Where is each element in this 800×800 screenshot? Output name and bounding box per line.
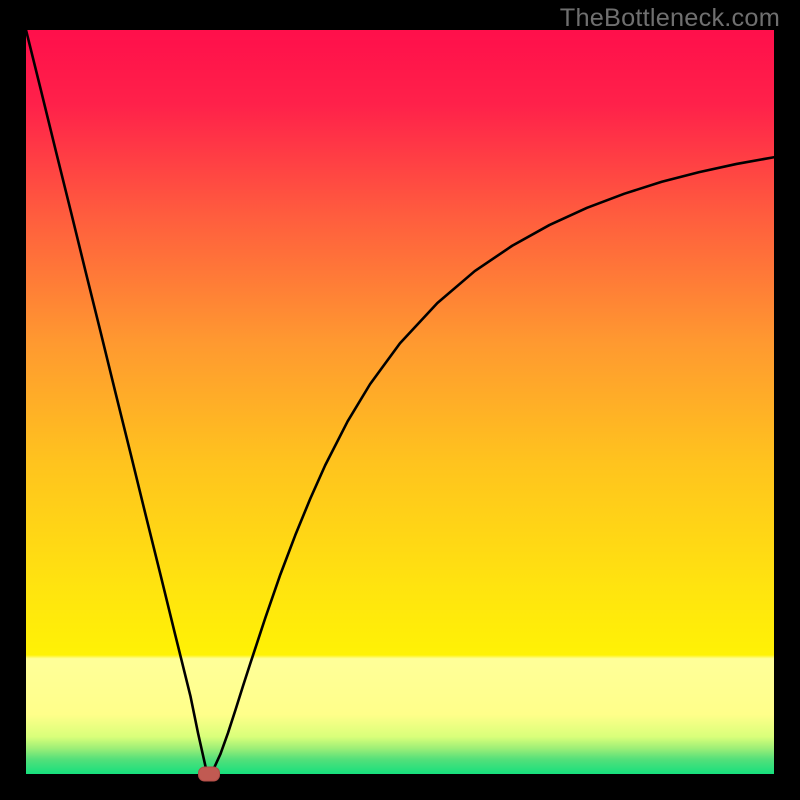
optimum-marker [198,767,220,782]
chart-frame: TheBottleneck.com [0,0,800,800]
watermark-label: TheBottleneck.com [560,4,780,33]
bottleneck-curve [26,30,774,774]
plot-area [26,30,774,774]
